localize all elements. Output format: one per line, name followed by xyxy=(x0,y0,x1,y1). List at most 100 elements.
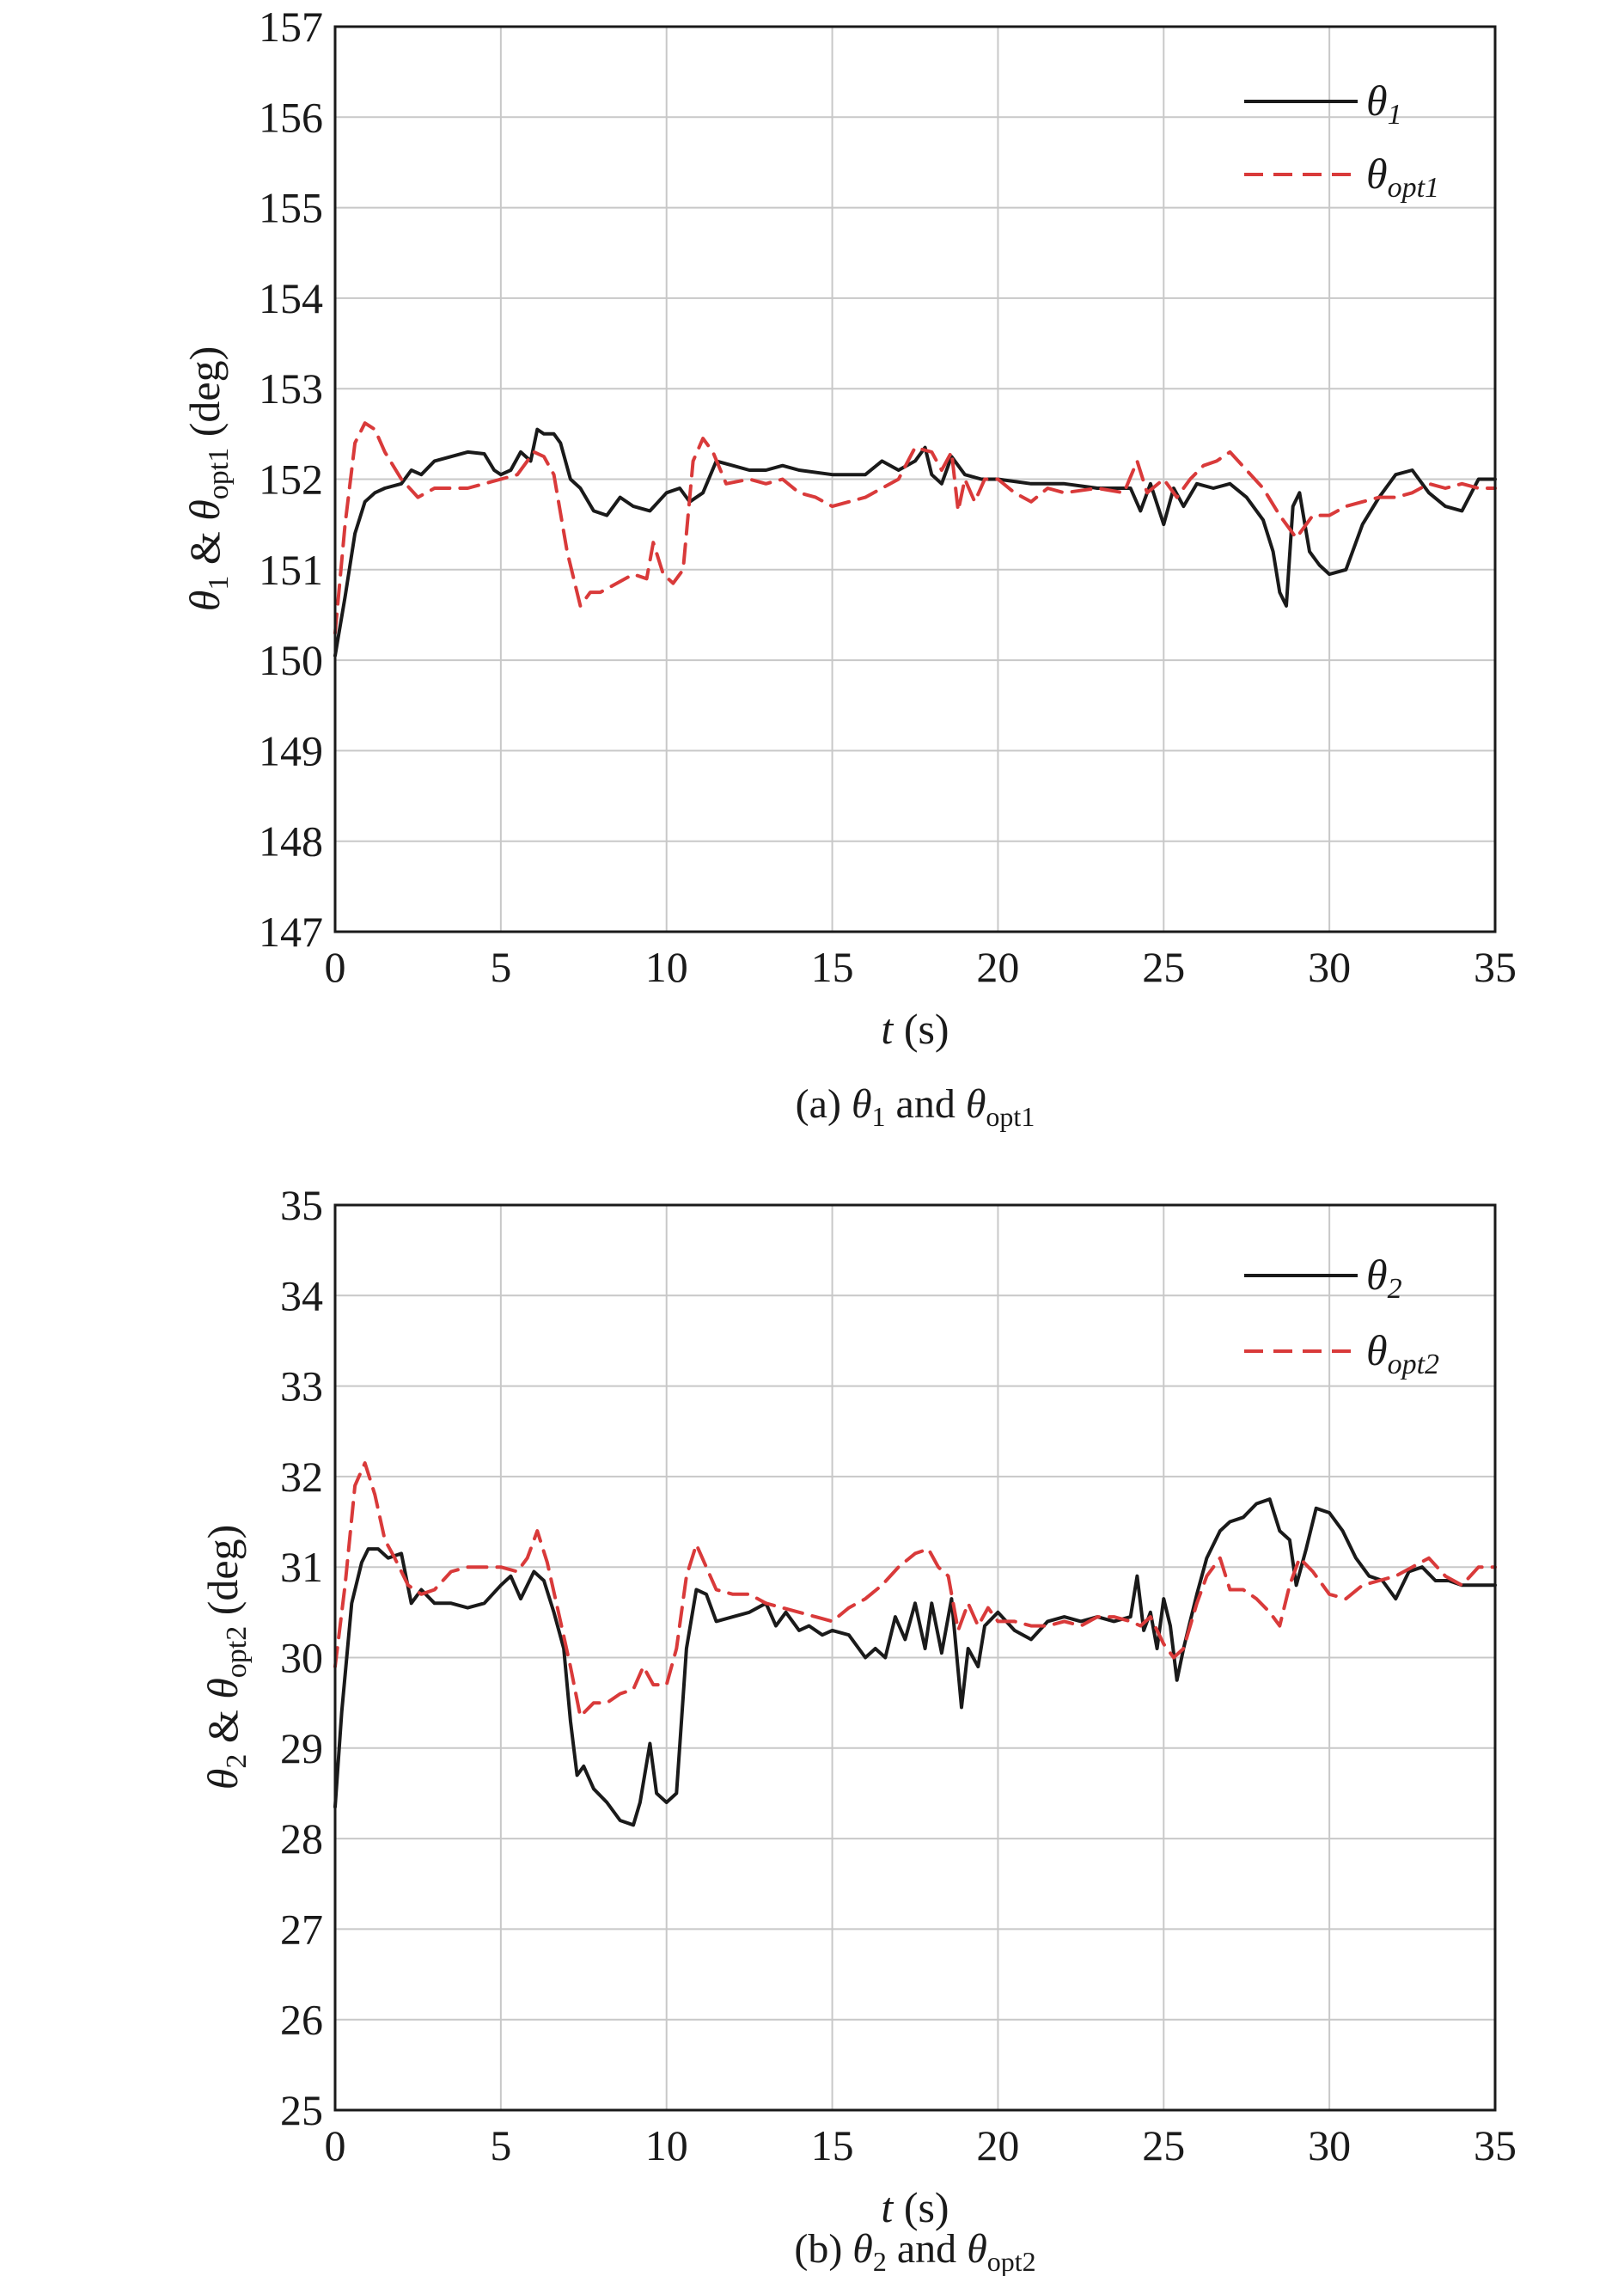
caption-a-sub2: opt1 xyxy=(986,1101,1035,1132)
x-tick-label-a: 25 xyxy=(1142,943,1185,991)
x-axis-label-a-var: t xyxy=(881,1005,894,1053)
caption-a-theta2: θ xyxy=(966,1081,986,1127)
y-tick-label-a: 150 xyxy=(259,636,323,684)
caption-a-prefix: (a) xyxy=(796,1081,852,1127)
caption-a-theta1: θ xyxy=(852,1081,872,1127)
x-tick-label-a: 15 xyxy=(811,943,854,991)
y-tick-label-a: 157 xyxy=(259,3,323,51)
x-axis-label-b: t (s) xyxy=(881,2183,949,2231)
y-axis-label-b-sub1: 2 xyxy=(221,1754,253,1769)
legend-b-label-1-theta: θ xyxy=(1366,1251,1388,1299)
caption-b-sub1: 2 xyxy=(873,2246,887,2276)
x-tick-label-a: 30 xyxy=(1308,943,1351,991)
y-tick-label-b: 29 xyxy=(280,1724,323,1772)
y-tick-label-a: 147 xyxy=(259,908,323,956)
caption-a-mid: and xyxy=(886,1081,966,1127)
series-line-b-theta xyxy=(333,1497,1497,1827)
series-line-b-theta-opt xyxy=(333,1461,1497,1718)
x-axis-label-a-unit: (s) xyxy=(893,1005,949,1053)
x-tick-label-a: 35 xyxy=(1474,943,1517,991)
panel-b: 25 26 27 28 29 30 31 32 33 34 35 0 5 10 15 20 25 30 35 t … xyxy=(198,1181,1517,2276)
y-tick-labels-a: 147 148 149 150 151 152 153 154 155 156 157 xyxy=(259,3,323,956)
caption-a-sub1: 1 xyxy=(872,1101,886,1132)
plot-frame-a xyxy=(333,25,1497,933)
y-tick-label-a: 156 xyxy=(259,93,323,141)
x-axis-label-a: t (s) xyxy=(881,1005,949,1053)
grid-a xyxy=(334,26,1496,933)
legend-a-label-1: θ1 xyxy=(1366,76,1402,131)
y-axis-label-a-theta2: θ xyxy=(180,499,229,521)
y-axis-label-a-amp: & xyxy=(180,521,229,576)
x-tick-label-b: 0 xyxy=(325,2121,346,2169)
y-axis-label-a-sub2: opt1 xyxy=(203,448,235,499)
legend-b: θ2 θopt2 xyxy=(1244,1251,1439,1380)
y-axis-label-b-amp: & xyxy=(198,1699,247,1754)
plot-frame-b xyxy=(333,1203,1497,2112)
y-tick-label-a: 153 xyxy=(259,364,323,413)
y-axis-label-a-unit: (deg) xyxy=(180,346,229,448)
y-axis-label-a: θ1 & θopt1 (deg) xyxy=(180,346,235,611)
series-group-b xyxy=(333,1461,1497,1827)
legend-b-label-2-sub: opt2 xyxy=(1388,1349,1439,1380)
y-axis-label-b-unit: (deg) xyxy=(198,1525,247,1626)
x-tick-label-b: 25 xyxy=(1142,2121,1185,2169)
x-axis-label-b-unit: (s) xyxy=(893,2183,949,2231)
y-axis-label-b-theta2: θ xyxy=(198,1678,247,1699)
legend-a-label-1-sub: 1 xyxy=(1388,99,1402,131)
x-tick-label-a: 5 xyxy=(490,943,511,991)
y-tick-label-b: 26 xyxy=(280,1996,323,2044)
legend-a: θ1 θopt1 xyxy=(1244,76,1439,204)
legend-a-label-2-sub: opt1 xyxy=(1388,172,1439,204)
y-tick-label-b: 33 xyxy=(280,1362,323,1410)
x-tick-label-a: 0 xyxy=(325,943,346,991)
series-line-a-theta xyxy=(333,427,1497,658)
x-tick-label-b: 20 xyxy=(976,2121,1019,2169)
y-tick-label-b: 27 xyxy=(280,1905,323,1953)
y-tick-labels-b: 25 26 27 28 29 30 31 32 33 34 35 xyxy=(280,1181,323,2134)
y-axis-label-a-theta: θ xyxy=(180,590,229,612)
legend-b-label-1: θ2 xyxy=(1366,1251,1402,1305)
y-tick-label-a: 149 xyxy=(259,726,323,774)
series-line-a-theta-opt xyxy=(333,421,1497,635)
caption-b-sub2: opt2 xyxy=(987,2246,1036,2276)
y-axis-label-b-sub2: opt2 xyxy=(221,1626,253,1678)
legend-b-label-2-theta: θ xyxy=(1366,1326,1388,1374)
y-axis-label-b-theta: θ xyxy=(198,1769,247,1790)
y-tick-label-a: 155 xyxy=(259,184,323,232)
y-tick-label-b: 35 xyxy=(280,1181,323,1229)
x-tick-label-a: 10 xyxy=(645,943,688,991)
x-tick-label-b: 15 xyxy=(811,2121,854,2169)
y-tick-label-b: 31 xyxy=(280,1543,323,1591)
x-tick-labels-a: 0 5 10 15 20 25 30 35 xyxy=(325,943,1517,991)
caption-a: (a) θ1 and θopt1 xyxy=(796,1081,1035,1132)
y-tick-label-b: 32 xyxy=(280,1453,323,1501)
y-tick-label-a: 154 xyxy=(259,274,323,322)
grid-b xyxy=(334,1204,1496,2111)
series-group-a xyxy=(333,421,1497,658)
y-axis-label-a-sub1: 1 xyxy=(203,576,235,590)
caption-b-theta2: θ xyxy=(967,2226,987,2272)
x-tick-labels-b: 0 5 10 15 20 25 30 35 xyxy=(325,2121,1517,2169)
x-tick-label-b: 10 xyxy=(645,2121,688,2169)
legend-a-label-2-theta: θ xyxy=(1366,150,1388,198)
caption-b-mid: and xyxy=(887,2226,967,2272)
caption-b-prefix: (b) xyxy=(794,2226,852,2272)
legend-b-label-1-sub: 2 xyxy=(1388,1273,1402,1305)
y-tick-label-a: 151 xyxy=(259,546,323,594)
y-tick-label-b: 28 xyxy=(280,1814,323,1863)
x-tick-label-b: 5 xyxy=(490,2121,511,2169)
x-tick-label-b: 35 xyxy=(1474,2121,1517,2169)
legend-a-label-1-theta: θ xyxy=(1366,76,1388,125)
y-tick-label-b: 34 xyxy=(280,1271,323,1319)
caption-b: (b) θ2 and θopt2 xyxy=(794,2226,1035,2276)
x-tick-label-b: 30 xyxy=(1308,2121,1351,2169)
y-tick-label-a: 148 xyxy=(259,817,323,866)
legend-b-label-2: θopt2 xyxy=(1366,1326,1439,1380)
y-tick-label-a: 152 xyxy=(259,456,323,504)
y-tick-label-b: 25 xyxy=(280,2086,323,2134)
y-tick-label-b: 30 xyxy=(280,1634,323,1682)
x-tick-label-a: 20 xyxy=(976,943,1019,991)
caption-b-theta1: θ xyxy=(852,2226,873,2272)
